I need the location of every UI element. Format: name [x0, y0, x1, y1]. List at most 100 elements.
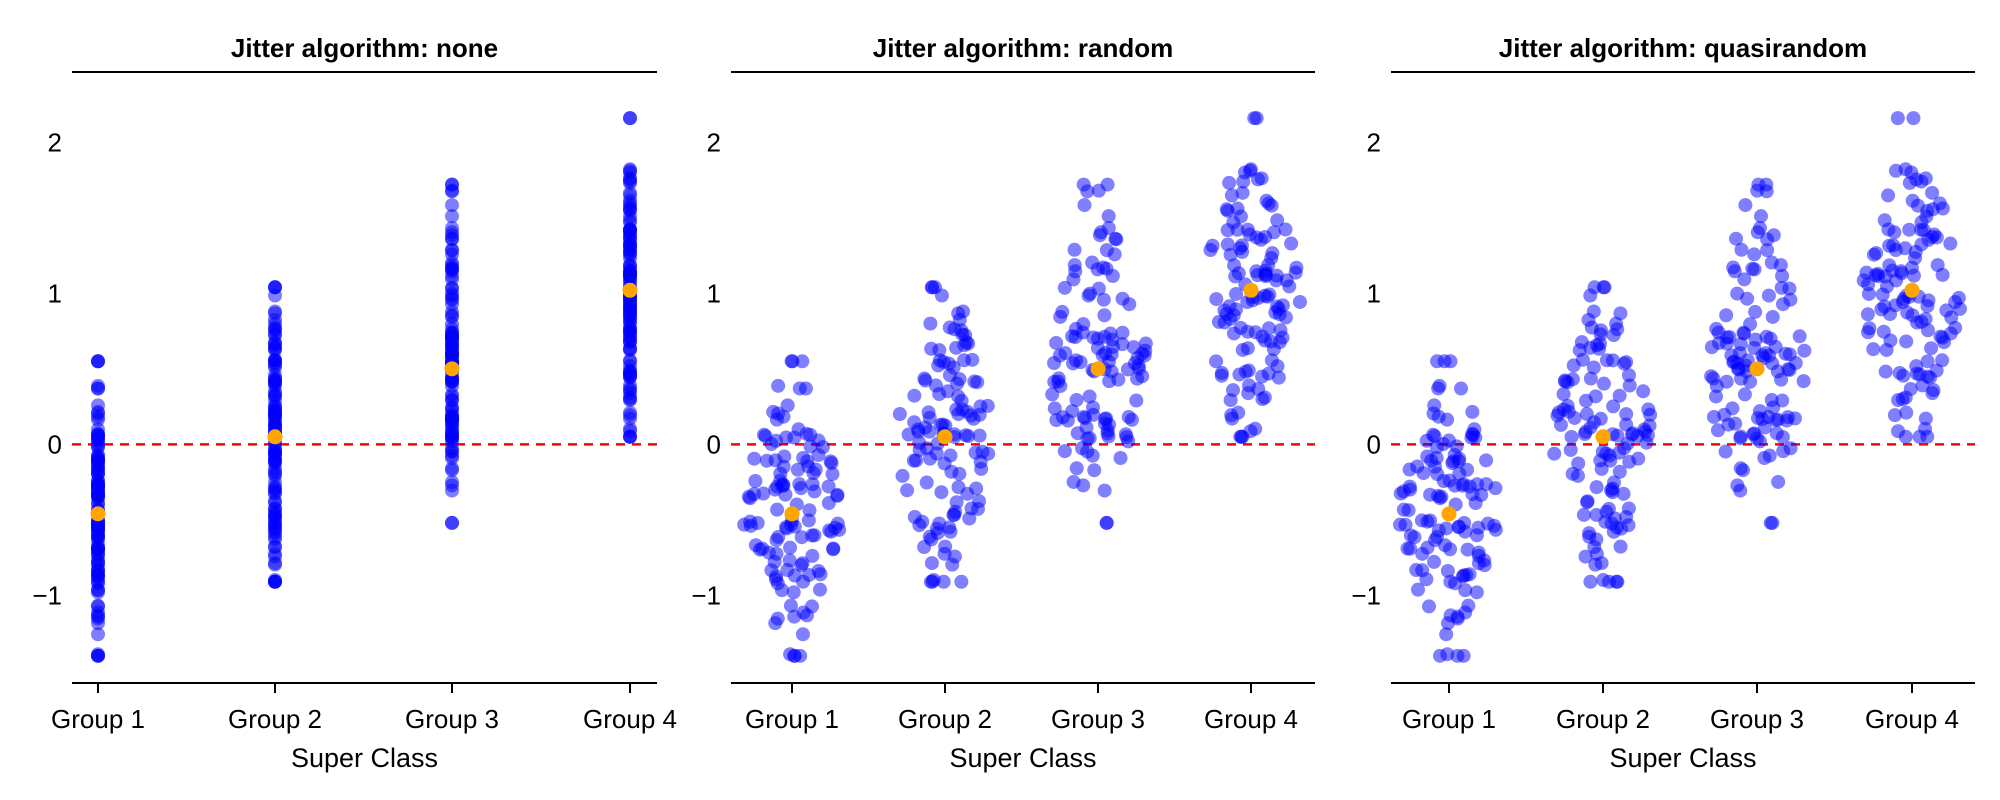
- panel-quasirandom: Jitter algorithm: quasirandom −1 0 1 2 Group …: [1351, 33, 1975, 773]
- data-point: [1579, 407, 1594, 422]
- data-point: [780, 563, 795, 578]
- data-point: [623, 330, 637, 345]
- data-point: [1862, 321, 1877, 336]
- data-point: [623, 229, 637, 244]
- data-point: [1460, 462, 1475, 477]
- data-point: [1233, 429, 1248, 444]
- data-point: [895, 468, 910, 483]
- data-point: [1735, 463, 1750, 478]
- data-point: [1230, 201, 1245, 216]
- data-point: [1730, 286, 1745, 301]
- y-tick-label: −1: [691, 580, 721, 610]
- data-point: [1430, 467, 1445, 482]
- data-point: [945, 557, 960, 572]
- data-point: [268, 417, 282, 432]
- data-point: [445, 431, 459, 446]
- data-point: [783, 598, 798, 613]
- data-point: [1400, 541, 1415, 556]
- data-point: [91, 538, 105, 553]
- mean-point: [622, 282, 638, 298]
- data-point: [1067, 242, 1082, 257]
- data-point: [623, 188, 637, 203]
- data-point: [445, 339, 459, 354]
- data-point: [1579, 393, 1594, 408]
- data-point: [1407, 530, 1422, 545]
- data-point: [1774, 280, 1789, 295]
- data-point: [623, 241, 637, 256]
- data-point: [950, 376, 965, 391]
- data-point: [759, 453, 774, 468]
- data-point: [1468, 430, 1483, 445]
- data-point: [1610, 428, 1625, 443]
- data-point: [1898, 241, 1913, 256]
- data-point: [1085, 400, 1100, 415]
- data-point: [1930, 258, 1945, 273]
- data-point: [900, 483, 915, 498]
- data-point: [1270, 213, 1285, 228]
- data-point: [1266, 342, 1281, 357]
- data-point: [1229, 286, 1244, 301]
- data-point: [1902, 175, 1917, 190]
- data-point: [1589, 480, 1604, 495]
- data-point: [1892, 366, 1907, 381]
- data-point: [91, 467, 105, 482]
- data-point: [1109, 232, 1124, 247]
- data-point: [812, 582, 827, 597]
- mean-point: [444, 361, 460, 377]
- data-point: [1567, 410, 1582, 425]
- x-tick-label: Group 2: [898, 704, 992, 734]
- data-point: [1115, 325, 1130, 340]
- data-point: [1426, 406, 1441, 421]
- data-point: [907, 509, 922, 524]
- data-point: [1747, 247, 1762, 262]
- data-point: [1944, 310, 1959, 325]
- data-point: [91, 477, 105, 492]
- data-point: [1460, 542, 1475, 557]
- data-point: [952, 466, 967, 481]
- data-point: [1427, 554, 1442, 569]
- y-tick-label: 0: [1367, 429, 1381, 459]
- data-point: [932, 387, 947, 402]
- data-point: [1099, 243, 1114, 258]
- data-point: [1768, 339, 1783, 354]
- data-point: [268, 393, 282, 408]
- data-point: [768, 616, 783, 631]
- data-point: [1748, 332, 1763, 347]
- data-point: [1563, 442, 1578, 457]
- y-tick-label: 1: [1367, 278, 1381, 308]
- data-point: [1711, 325, 1726, 340]
- data-point: [445, 260, 459, 275]
- data-point: [823, 454, 838, 469]
- data-point: [748, 474, 763, 489]
- data-point: [1096, 292, 1111, 307]
- data-point: [1914, 174, 1929, 189]
- data-point: [747, 451, 762, 466]
- data-point: [1765, 515, 1780, 530]
- data-point: [91, 453, 105, 468]
- data-point: [1887, 408, 1902, 423]
- data-point: [1906, 111, 1921, 126]
- data-point: [776, 459, 791, 474]
- data-point: [1105, 269, 1120, 284]
- data-point: [91, 381, 105, 396]
- data-point: [1750, 411, 1765, 426]
- data-point: [1120, 362, 1135, 377]
- data-point: [1235, 185, 1250, 200]
- data-point: [1621, 368, 1636, 383]
- data-point: [1233, 241, 1248, 256]
- data-point: [1925, 386, 1940, 401]
- data-point: [623, 367, 637, 382]
- data-point: [1243, 162, 1258, 177]
- data-point: [1560, 398, 1575, 413]
- data-point: [1771, 474, 1786, 489]
- data-point: [1606, 399, 1621, 414]
- data-point: [1762, 448, 1777, 463]
- data-point: [1796, 374, 1811, 389]
- data-point: [1588, 557, 1603, 572]
- data-point: [1203, 243, 1218, 258]
- data-point: [445, 198, 459, 213]
- data-point: [1087, 463, 1102, 478]
- data-point: [1583, 288, 1598, 303]
- data-point: [1734, 242, 1749, 257]
- data-point: [1556, 387, 1571, 402]
